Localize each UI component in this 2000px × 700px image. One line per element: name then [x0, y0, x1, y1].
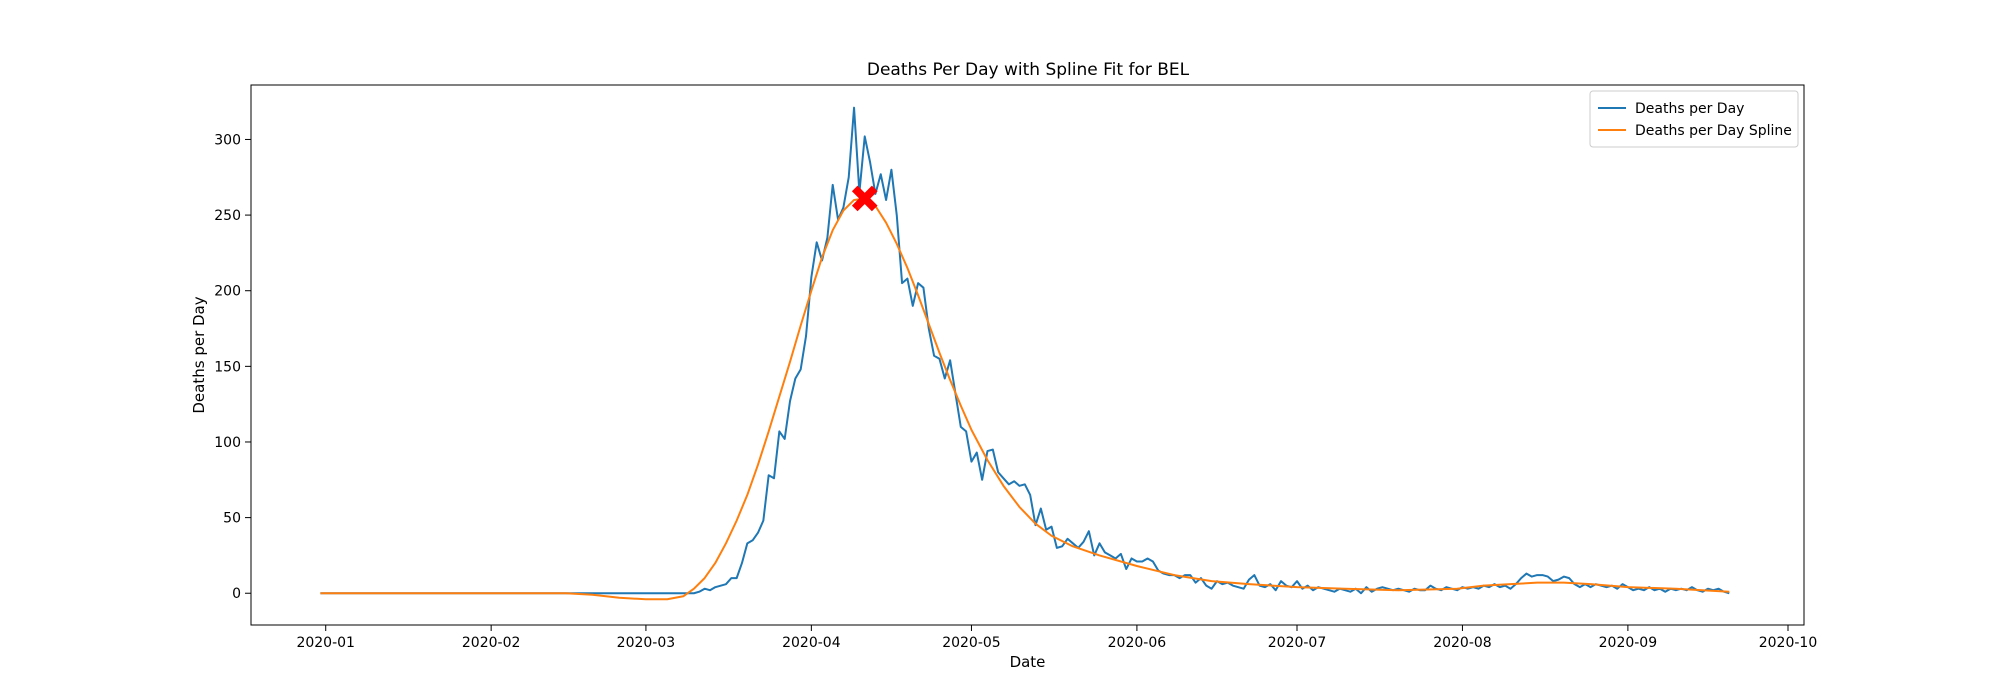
legend-entry: Deaths per Day Spline: [1635, 123, 1792, 139]
y-tick-label: 0: [232, 586, 241, 602]
x-tick-label: 2020-07: [1268, 635, 1327, 651]
y-tick-label: 200: [214, 284, 241, 300]
x-axis-label: Date: [1010, 653, 1046, 671]
x-tick-label: 2020-04: [782, 635, 841, 651]
x-tick-label: 2020-03: [617, 635, 676, 651]
legend-entry: Deaths per Day: [1635, 101, 1744, 117]
x-tick-label: 2020-06: [1108, 635, 1167, 651]
x-tick-label: 2020-02: [462, 635, 521, 651]
legend: Deaths per Day Deaths per Day Spline: [1589, 90, 1799, 148]
y-tick-label: 250: [214, 208, 241, 224]
chart-title: Deaths Per Day with Spline Fit for BEL: [867, 60, 1190, 80]
y-tick-label: 150: [214, 359, 241, 375]
y-tick-label: 100: [214, 435, 241, 451]
x-tick-label: 2020-01: [296, 635, 355, 651]
series-line-deaths: [320, 106, 1730, 595]
x-tick-label: 2020-09: [1599, 635, 1658, 651]
x-tick-label: 2020-05: [942, 635, 1001, 651]
x-tick-label: 2020-08: [1433, 635, 1492, 651]
series-line-spline: [320, 197, 1730, 601]
y-tick-label: 50: [223, 511, 241, 527]
peak-marker: [851, 185, 878, 212]
y-tick-label: 300: [214, 132, 241, 148]
y-axis-label: Deaths per Day: [190, 296, 208, 413]
plot-frame: [250, 84, 1805, 626]
x-tick-label: 2020-10: [1759, 635, 1818, 651]
legend-box: [1589, 90, 1799, 148]
